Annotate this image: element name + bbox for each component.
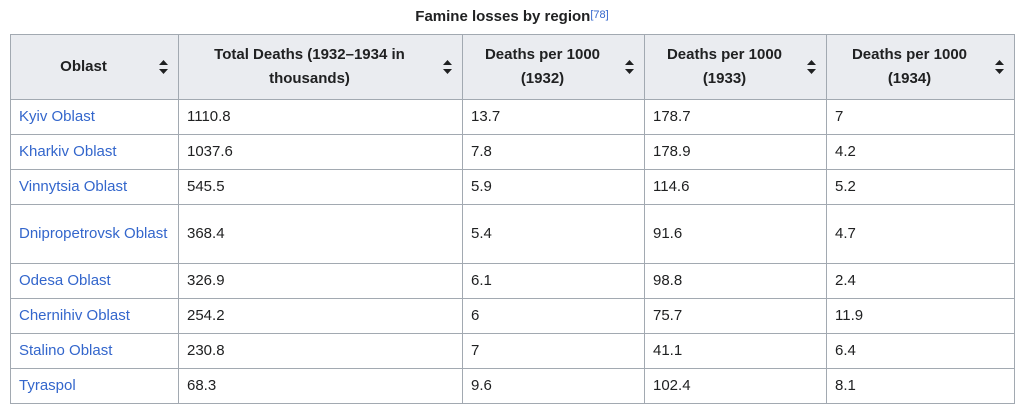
sort-arrows-icon[interactable] <box>995 60 1004 74</box>
deaths-1933-cell: 75.7 <box>644 298 827 334</box>
column-header-label: Oblast <box>60 58 107 75</box>
deaths-1934-cell: 7 <box>826 99 1015 135</box>
deaths-1932-cell: 6 <box>462 298 645 334</box>
sort-arrows-icon[interactable] <box>159 60 168 74</box>
oblast-cell[interactable]: Kyiv Oblast <box>10 99 179 135</box>
total-deaths-cell: 368.4 <box>178 204 463 264</box>
deaths-1932-cell: 5.4 <box>462 204 645 264</box>
caption-reference[interactable]: [78] <box>590 9 608 21</box>
oblast-cell[interactable]: Stalino Oblast <box>10 333 179 369</box>
column-header-deaths-1932[interactable]: Deaths per 1000 (1932) <box>462 34 645 100</box>
deaths-1934-cell: 8.1 <box>826 368 1015 404</box>
deaths-1933-cell: 178.7 <box>644 99 827 135</box>
column-header-deaths-1934[interactable]: Deaths per 1000 (1934) <box>826 34 1015 100</box>
oblast-link[interactable]: Kyiv Oblast <box>19 108 95 125</box>
table-row: Chernihiv Oblast 254.2 6 75.7 11.9 <box>10 298 1015 334</box>
oblast-cell[interactable]: Odesa Oblast <box>10 263 179 299</box>
oblast-link[interactable]: Odesa Oblast <box>19 272 111 289</box>
oblast-link[interactable]: Tyraspol <box>19 377 76 394</box>
deaths-1933-cell: 114.6 <box>644 169 827 205</box>
deaths-1932-cell: 6.1 <box>462 263 645 299</box>
column-header-deaths-1933[interactable]: Deaths per 1000 (1933) <box>644 34 827 100</box>
table-row: Kyiv Oblast 1110.8 13.7 178.7 7 <box>10 99 1015 135</box>
deaths-1933-cell: 41.1 <box>644 333 827 369</box>
table-row: Kharkiv Oblast 1037.6 7.8 178.9 4.2 <box>10 134 1015 170</box>
column-header-label: Deaths per 1000 (1933) <box>666 46 783 87</box>
total-deaths-cell: 254.2 <box>178 298 463 334</box>
oblast-cell[interactable]: Dnipropetrovsk Oblast <box>10 204 179 264</box>
oblast-link[interactable]: Kharkiv Oblast <box>19 143 117 160</box>
deaths-1932-cell: 9.6 <box>462 368 645 404</box>
total-deaths-cell: 1037.6 <box>178 134 463 170</box>
column-header-label: Total Deaths (1932–1934 in thousands) <box>214 46 405 87</box>
deaths-1934-cell: 6.4 <box>826 333 1015 369</box>
table-row: Dnipropetrovsk Oblast 368.4 5.4 91.6 4.7 <box>10 204 1015 264</box>
deaths-1933-cell: 178.9 <box>644 134 827 170</box>
deaths-1934-cell: 5.2 <box>826 169 1015 205</box>
oblast-cell[interactable]: Chernihiv Oblast <box>10 298 179 334</box>
total-deaths-cell: 1110.8 <box>178 99 463 135</box>
header-row: Oblast Total Deaths (1932–1934 in thousa… <box>10 34 1015 100</box>
sort-arrows-icon[interactable] <box>443 60 452 74</box>
oblast-cell[interactable]: Tyraspol <box>10 368 179 404</box>
oblast-link[interactable]: Dnipropetrovsk Oblast <box>19 225 168 242</box>
sort-arrows-icon[interactable] <box>625 60 634 74</box>
deaths-1933-cell: 98.8 <box>644 263 827 299</box>
oblast-link[interactable]: Stalino Oblast <box>19 342 113 359</box>
column-header-label: Deaths per 1000 (1932) <box>484 46 601 87</box>
deaths-1934-cell: 11.9 <box>826 298 1015 334</box>
caption-text: Famine losses by region <box>415 8 591 25</box>
deaths-1934-cell: 4.2 <box>826 134 1015 170</box>
column-header-label: Deaths per 1000 (1934) <box>851 46 968 87</box>
total-deaths-cell: 326.9 <box>178 263 463 299</box>
total-deaths-cell: 545.5 <box>178 169 463 205</box>
sort-arrows-icon[interactable] <box>807 60 816 74</box>
deaths-1932-cell: 13.7 <box>462 99 645 135</box>
table-caption: Famine losses by region[78] <box>10 0 1014 34</box>
oblast-link[interactable]: Vinnytsia Oblast <box>19 178 128 195</box>
table-row: Tyraspol 68.3 9.6 102.4 8.1 <box>10 368 1015 404</box>
oblast-cell[interactable]: Vinnytsia Oblast <box>10 169 179 205</box>
deaths-1933-cell: 102.4 <box>644 368 827 404</box>
table-row: Odesa Oblast 326.9 6.1 98.8 2.4 <box>10 263 1015 299</box>
deaths-1934-cell: 2.4 <box>826 263 1015 299</box>
total-deaths-cell: 68.3 <box>178 368 463 404</box>
column-header-total-deaths[interactable]: Total Deaths (1932–1934 in thousands) <box>178 34 463 100</box>
column-header-oblast[interactable]: Oblast <box>10 34 179 100</box>
total-deaths-cell: 230.8 <box>178 333 463 369</box>
table-row: Vinnytsia Oblast 545.5 5.9 114.6 5.2 <box>10 169 1015 205</box>
reference-link[interactable]: [78] <box>590 9 609 21</box>
famine-losses-table-container: Famine losses by region[78] Oblast Total… <box>10 0 1015 404</box>
deaths-1932-cell: 7 <box>462 333 645 369</box>
oblast-cell[interactable]: Kharkiv Oblast <box>10 134 179 170</box>
famine-losses-table: Oblast Total Deaths (1932–1934 in thousa… <box>10 34 1015 404</box>
deaths-1934-cell: 4.7 <box>826 204 1015 264</box>
deaths-1932-cell: 5.9 <box>462 169 645 205</box>
deaths-1932-cell: 7.8 <box>462 134 645 170</box>
table-row: Stalino Oblast 230.8 7 41.1 6.4 <box>10 333 1015 369</box>
deaths-1933-cell: 91.6 <box>644 204 827 264</box>
oblast-link[interactable]: Chernihiv Oblast <box>19 307 130 324</box>
